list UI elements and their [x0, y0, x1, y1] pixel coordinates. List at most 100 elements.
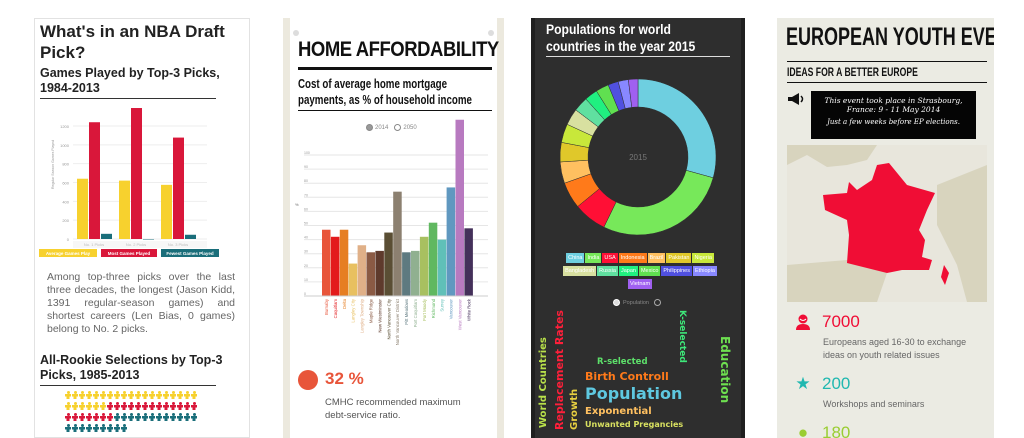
- person-icon: [135, 391, 141, 399]
- y-tick-label: 80: [304, 179, 308, 183]
- bar-port-moody: [419, 236, 429, 296]
- europe-card[interactable]: EUROPEAN YOUTH EVENT IDEAS FOR A BETTER …: [777, 18, 994, 438]
- divider: [40, 385, 216, 386]
- legend-label: Average Games Play: [46, 251, 91, 256]
- x-tick-label: Coquitlam: [333, 299, 338, 319]
- y-tick-label: 0: [67, 237, 70, 242]
- legend-chip-vietnam[interactable]: Vietnam: [627, 279, 653, 289]
- home-bar-chart: 0 10 20 30 40 50 60 70 80 90 100% Burnaby Coquitlam D…: [295, 119, 488, 345]
- person-icon: [72, 391, 78, 399]
- stat-text: CMHC recommended maximum debt-service ra…: [325, 397, 461, 421]
- person-icon: [93, 413, 99, 421]
- person-icon: [184, 391, 190, 399]
- y-tick-label: 30: [304, 250, 308, 254]
- person-icon: [156, 391, 162, 399]
- bar-west-vancouver: [455, 119, 464, 296]
- y-tick-label: 50: [304, 222, 308, 226]
- person-icon: [107, 391, 113, 399]
- x-tick-label: Surrey: [440, 298, 445, 312]
- x-axis-band: [73, 241, 207, 248]
- bar-langley-township: [357, 245, 367, 296]
- pin-dot: [488, 30, 494, 36]
- person-icon: [65, 424, 71, 432]
- legend-chip-philippines[interactable]: Philippines: [661, 266, 692, 276]
- nba-paragraph: Among top-three picks over the last thre…: [47, 271, 235, 335]
- legend-chip-bangladesh[interactable]: Bangladesh: [563, 266, 597, 276]
- divider: [546, 56, 730, 57]
- bar-new-westminster: [375, 250, 384, 296]
- france-shape: [823, 163, 935, 273]
- person-icon: [128, 391, 134, 399]
- radio-label: 2050: [403, 124, 417, 131]
- bar-white-rock: [464, 228, 473, 296]
- cloud-word: Population: [585, 384, 683, 403]
- bar-richmond: [428, 222, 438, 296]
- radio-2014[interactable]: 2014: [366, 124, 388, 131]
- y-tick-label: 1200: [60, 124, 70, 129]
- x-tick-label: Vancouver: [449, 298, 454, 319]
- radio-2050[interactable]: 2050: [394, 124, 417, 131]
- person-icon: [177, 402, 183, 410]
- bar-fewest-games-played: [143, 239, 154, 240]
- person-icon: [156, 402, 162, 410]
- y-tick-label: 0: [304, 292, 306, 296]
- radio-label: 2014: [375, 124, 389, 131]
- person-icon: [86, 402, 92, 410]
- person-icon: [191, 413, 197, 421]
- legend-chip-japan[interactable]: Japan: [618, 266, 638, 276]
- legend-chip-pakistan[interactable]: Pakistan: [666, 253, 692, 263]
- legend-chip-russia[interactable]: Russia: [597, 266, 618, 276]
- legend-chip-indonesia[interactable]: Indonesia: [618, 253, 647, 263]
- person-icon: [121, 424, 127, 432]
- legend-swatch: [161, 249, 219, 257]
- bar-vancouver: [446, 187, 456, 296]
- population-card[interactable]: Populations for world countries in the y…: [531, 18, 745, 438]
- bar-most-games-played: [173, 137, 184, 239]
- person-icon: [128, 413, 134, 421]
- stat-value: 7000: [822, 312, 860, 331]
- stat-value: 200: [822, 374, 851, 393]
- person-icon: [100, 413, 106, 421]
- stat-value: 180: [822, 423, 851, 438]
- home-subtitle: Cost of average home mortgage payments, …: [298, 77, 472, 107]
- person-icon: [135, 402, 141, 410]
- divider: [298, 67, 492, 70]
- pictogram-row: [65, 391, 197, 399]
- legend-chip-nigeria[interactable]: Nigeria: [692, 253, 714, 263]
- radio-label: Population: [623, 299, 649, 306]
- donut-slice-india: [603, 170, 714, 236]
- x-tick-label: North Vancouver District: [395, 298, 400, 345]
- divider: [40, 98, 216, 99]
- legend-chip-usa[interactable]: USA: [602, 253, 618, 263]
- person-icon: [121, 391, 127, 399]
- population-radio[interactable]: Population: [613, 299, 661, 306]
- y-tick-label: 800: [62, 162, 69, 167]
- legend-swatch: [101, 249, 157, 257]
- legend-chip-mexico[interactable]: Mexico: [638, 266, 661, 276]
- nba-card[interactable]: What's in an NBA Draft Pick? Games Playe…: [34, 18, 250, 438]
- nba-subtitle-2: All-Rookie Selections by Top-3 Picks, 19…: [40, 353, 223, 382]
- home-card[interactable]: HOME AFFORDABILITY Cost of average home …: [283, 18, 504, 438]
- bar-most-games-played: [131, 108, 142, 240]
- x-tick-label: New Westminster: [377, 298, 382, 332]
- person-icon: [156, 413, 162, 421]
- note-line-2: Just a few weeks before EP elections.: [827, 118, 960, 126]
- note-line-1: This event took place in Strasbourg, Fra…: [824, 96, 963, 114]
- bar-coquitlam: [330, 236, 340, 296]
- person-icon: [93, 391, 99, 399]
- person-icon: [93, 402, 99, 410]
- cloud-word: Birth Controll: [585, 370, 669, 383]
- y-tick-label: 40: [304, 236, 308, 240]
- x-tick-label: Langley City: [351, 298, 356, 322]
- person-icon: [86, 391, 92, 399]
- nba-subtitle: Games Played by Top-3 Picks, 1984-2013: [40, 66, 220, 95]
- legend-chip-brazil[interactable]: Brazil: [647, 253, 666, 263]
- person-icon: [114, 424, 120, 432]
- donut-slice-china: [637, 78, 717, 179]
- person-icon: [170, 402, 176, 410]
- legend-chip-china[interactable]: China: [566, 253, 585, 263]
- france-map: [787, 145, 987, 302]
- legend-chip-india[interactable]: India: [585, 253, 602, 263]
- person-icon: [121, 402, 127, 410]
- legend-chip-ethiopia[interactable]: Ethiopia: [693, 266, 717, 276]
